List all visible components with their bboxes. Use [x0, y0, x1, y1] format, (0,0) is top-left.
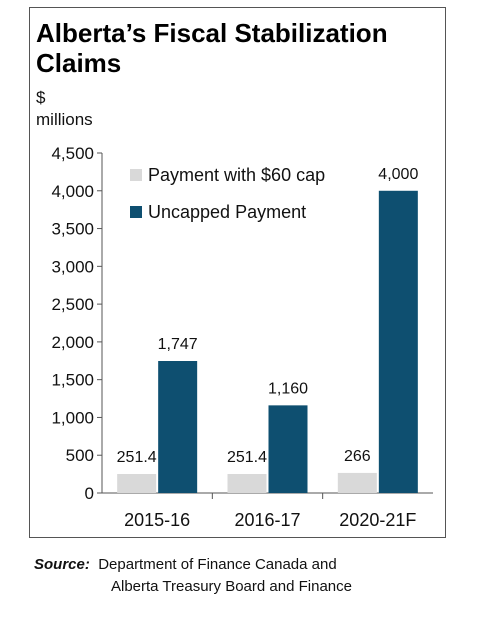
bar-chart: 0 500 1,000 1,500 2,000 2,500 3,000 3,500 4,000 4…: [51, 144, 433, 530]
y-tick-label: 2,000: [51, 333, 94, 352]
data-label: 4,000: [378, 166, 418, 183]
legend-swatch: [130, 169, 142, 181]
bar-capped: [337, 472, 377, 493]
bar-uncapped: [158, 361, 198, 493]
y-axis-unit-symbol: $: [36, 88, 46, 107]
legend-label: Payment with $60 cap: [148, 165, 325, 185]
x-tick-label: 2020-21F: [339, 510, 416, 530]
bar-capped: [227, 474, 267, 493]
y-tick-label: 3,000: [51, 257, 94, 276]
x-tick-label: 2016-17: [234, 510, 300, 530]
bar-uncapped: [268, 405, 308, 493]
y-axis-unit-label: millions: [36, 110, 93, 129]
y-tick-label: 1,000: [51, 408, 94, 427]
y-tick-label: 4,000: [51, 182, 94, 201]
source-line-2: Alberta Treasury Board and Finance: [111, 578, 352, 595]
y-tick-label: 4,500: [51, 144, 94, 163]
source-note: Source: Department of Finance Canada and…: [34, 554, 352, 598]
bar-capped: [117, 474, 157, 493]
source-line-1: Department of Finance Canada and: [98, 556, 337, 573]
data-label: 1,160: [268, 380, 308, 397]
y-tick-label: 3,500: [51, 220, 94, 239]
data-label: 1,747: [158, 336, 198, 353]
y-tick-label: 0: [85, 484, 94, 503]
data-label: 251.4: [227, 449, 267, 466]
legend-label: Uncapped Payment: [148, 202, 306, 222]
y-tick-label: 2,500: [51, 295, 94, 314]
y-tick-label: 500: [66, 446, 94, 465]
bar-uncapped: [378, 190, 418, 493]
legend-swatch: [130, 206, 142, 218]
source-label: Source:: [34, 556, 90, 573]
y-tick-label: 1,500: [51, 371, 94, 390]
x-tick-label: 2015-16: [124, 510, 190, 530]
chart-title: Alberta’s Fiscal Stabilization Claims: [36, 18, 388, 78]
chart-frame: Alberta’s Fiscal Stabilization Claims $ …: [29, 7, 446, 538]
data-label: 251.4: [117, 449, 157, 466]
data-label: 266: [344, 448, 371, 465]
